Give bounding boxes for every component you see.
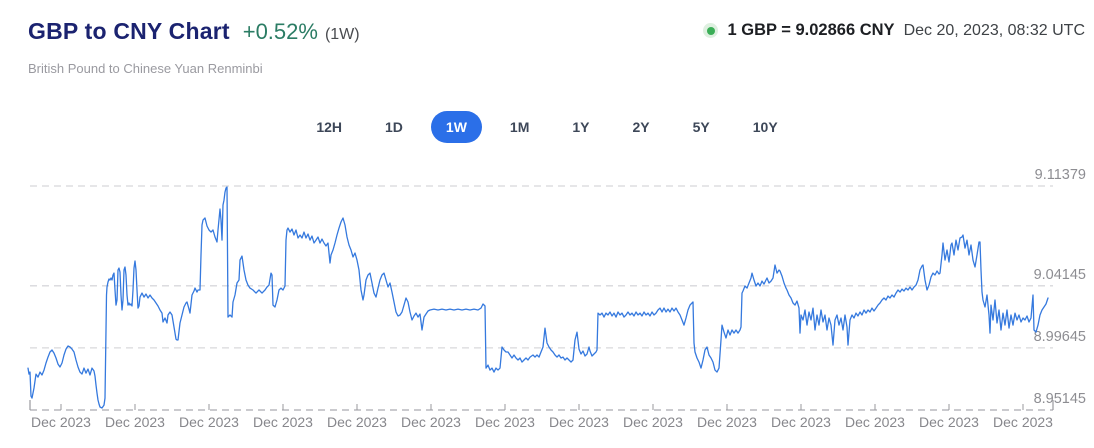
x-axis-label: Dec 2023 [253,414,313,430]
x-axis-label: Dec 2023 [549,414,609,430]
range-button-1m[interactable]: 1M [495,111,544,143]
y-axis-label: 9.04145 [1034,267,1086,283]
x-axis-label: Dec 2023 [623,414,683,430]
x-axis-label: Dec 2023 [31,414,91,430]
chart-header: GBP to CNY Chart +0.52% (1W) [28,18,360,45]
price-line [27,186,1049,409]
current-rate: 1 GBP = 9.02866 CNY [727,21,895,39]
live-indicator-icon [703,23,719,38]
change-period-label: (1W) [324,26,360,43]
x-axis-label: Dec 2023 [697,414,757,430]
chart-subtitle: British Pound to Chinese Yuan Renminbi [28,61,263,76]
change-percent: +0.52% [242,19,318,44]
x-axis-label: Dec 2023 [771,414,831,430]
time-range-selector: 12H 1D 1W 1M 1Y 2Y 5Y 10Y [0,111,1094,143]
page-title: GBP to CNY Chart [28,18,230,44]
y-axis-label: 9.11379 [1035,167,1086,183]
x-axis-label: Dec 2023 [105,414,165,430]
y-axis-label: 8.95145 [1034,391,1086,407]
rate-timestamp: Dec 20, 2023, 08:32 UTC [903,21,1085,39]
range-button-5y[interactable]: 5Y [678,111,725,143]
range-button-1d[interactable]: 1D [370,111,418,143]
range-button-12h[interactable]: 12H [301,111,357,143]
x-axis-label: Dec 2023 [993,414,1053,430]
range-button-10y[interactable]: 10Y [738,111,793,143]
range-button-2y[interactable]: 2Y [618,111,665,143]
range-button-1y[interactable]: 1Y [557,111,604,143]
y-axis-label: 8.99645 [1034,329,1086,345]
x-axis-label: Dec 2023 [475,414,535,430]
x-axis-label: Dec 2023 [327,414,387,430]
x-axis-label: Dec 2023 [845,414,905,430]
x-axis-label: Dec 2023 [919,414,979,430]
x-axis-label: Dec 2023 [401,414,461,430]
x-axis-label: Dec 2023 [179,414,239,430]
green-dot-icon [706,26,715,35]
current-rate-row: 1 GBP = 9.02866 CNY Dec 20, 2023, 08:32 … [703,21,1085,40]
range-button-1w[interactable]: 1W [430,111,482,143]
